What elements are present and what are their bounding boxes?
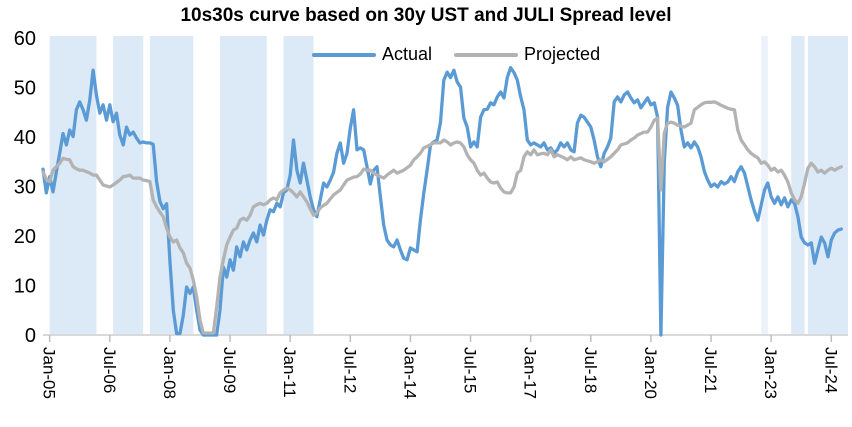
y-tick-label: 0 (25, 325, 36, 347)
legend-label-projected: Projected (524, 44, 601, 64)
x-tick-label: Jul-21 (701, 347, 720, 393)
shaded-band (807, 36, 848, 335)
y-tick-label: 20 (14, 226, 36, 248)
x-tick-label: Jul-06 (100, 347, 119, 393)
chart-title: 10s30s curve based on 30y UST and JULI S… (180, 5, 672, 26)
legend-line-actual (312, 52, 376, 57)
y-tick-label: 40 (14, 127, 36, 149)
series-line-projected (41, 100, 843, 335)
legend-line-projected (454, 52, 519, 57)
x-tick-label: Jul-24 (821, 347, 840, 393)
shaded-band (791, 36, 805, 335)
x-tick-label: Jan-20 (641, 347, 660, 399)
x-tick-label: Jan-23 (761, 347, 780, 399)
legend-label-actual: Actual (382, 44, 433, 64)
x-tick-label: Jul-18 (581, 347, 600, 393)
shaded-band (113, 36, 144, 335)
x-tick-label: Jan-08 (160, 347, 179, 399)
y-tick-label: 10 (14, 276, 36, 298)
shaded-band (49, 36, 97, 335)
shaded-band (761, 36, 768, 335)
shaded-band (220, 36, 267, 335)
x-tick-label: Jul-15 (461, 347, 480, 393)
x-tick-label: Jul-12 (340, 347, 359, 393)
x-tick-label: Jan-05 (40, 347, 59, 399)
x-tick-label: Jul-09 (220, 347, 239, 393)
y-tick-label: 60 (14, 28, 36, 50)
legend: Actual Projected (312, 44, 616, 65)
series-line-actual (41, 66, 843, 337)
y-tick-label: 50 (14, 78, 36, 100)
x-tick-label: Jan-14 (400, 347, 419, 399)
x-tick-label: Jan-11 (280, 347, 299, 398)
x-tick-label: Jan-17 (521, 347, 540, 399)
y-tick-label: 30 (14, 177, 36, 199)
